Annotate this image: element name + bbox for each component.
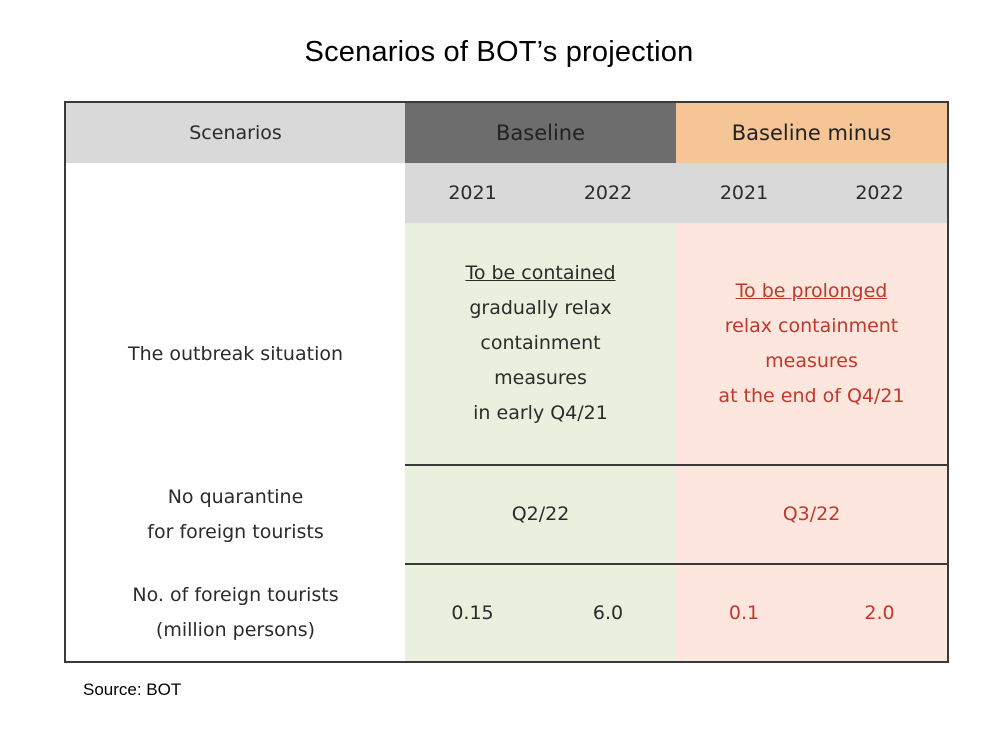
quarantine-label: No quarantine for foreign tourists [65,465,405,564]
tourists-baseline-2022: 6.0 [540,563,677,662]
year-baseline-2021: 2021 [405,163,540,223]
tourists-baseline-2021: 0.15 [405,563,540,662]
quarantine-row: No quarantine for foreign tourists Q2/22… [65,464,949,564]
tourists-label: No. of foreign tourists (million persons… [65,564,405,662]
tourists-row: No. of foreign tourists (million persons… [65,563,949,662]
header-scenarios: Scenarios [65,102,405,163]
outbreak-baseline-minus-line: at the end of Q4/21 [718,384,905,407]
year-row: 2021 2022 2021 2022 [65,163,949,223]
quarantine-label-line: for foreign tourists [147,520,324,543]
page-title: Scenarios of BOT’s projection [304,36,694,68]
outbreak-baseline-minus-line: relax containment [724,314,899,337]
outbreak-label: The outbreak situation [65,223,405,465]
header-baseline: Baseline [405,102,677,163]
outbreak-baseline-minus-line: measures [765,349,858,372]
year-baseline-minus-2021: 2021 [676,163,813,223]
year-baseline-2022: 2022 [540,163,677,223]
quarantine-baseline-minus: Q3/22 [676,464,949,564]
quarantine-baseline: Q2/22 [405,464,677,564]
outbreak-baseline-line: gradually relax [469,297,612,319]
tourists-label-line: (million persons) [155,618,316,641]
outbreak-baseline-line: containment [480,332,601,354]
outbreak-baseline-minus-heading: To be prolonged [735,279,888,302]
source-note: Source: BOT [83,680,182,699]
outbreak-baseline: To be contained gradually relax containm… [405,223,677,465]
outbreak-baseline-heading: To be contained [465,262,616,284]
tourists-baseline-minus-2021: 0.1 [676,563,813,662]
tourists-label-line: No. of foreign tourists [132,583,339,606]
year-row-label [65,163,405,223]
tourists-baseline-minus-2022: 2.0 [812,563,949,662]
outbreak-baseline-minus: To be prolonged relax containment measur… [676,223,949,465]
year-baseline-minus-2022: 2022 [812,163,949,223]
outbreak-baseline-line: in early Q4/21 [473,402,608,424]
outbreak-baseline-line: measures [494,367,587,389]
header-row: Scenarios Baseline Baseline minus [65,102,949,163]
quarantine-label-line: No quarantine [167,485,304,508]
scenarios-table: Scenarios Baseline Baseline minus 2021 2… [64,101,950,663]
header-baseline-minus: Baseline minus [676,102,949,163]
outbreak-row: The outbreak situation To be contained g… [65,223,949,465]
